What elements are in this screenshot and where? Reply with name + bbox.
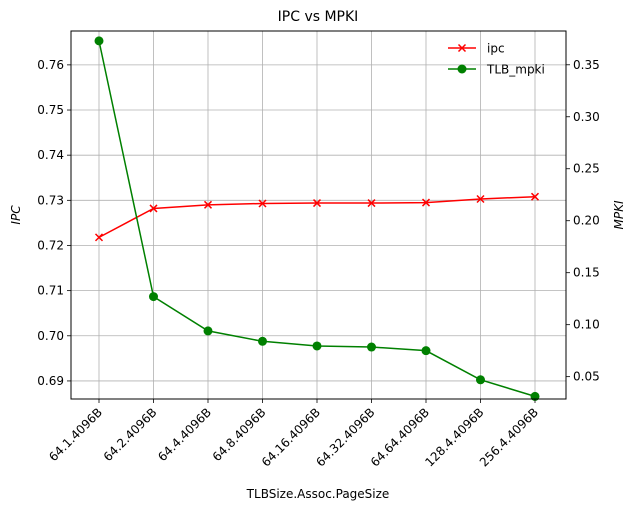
data-point-ipc (421, 198, 431, 207)
y-left-tick-label: 0.73 (37, 193, 64, 207)
y-axis-left: 0.69 0.70 0.71 0.72 0.73 0.74 0.75 0.76 (37, 58, 71, 388)
grid-lines (71, 31, 566, 399)
data-point-tlb-mpki (149, 292, 158, 302)
x-axis: 64.1.4096B64.2.4096B64.4.4096B64.8.4096B… (46, 399, 541, 470)
y-left-tick-label: 0.69 (37, 374, 64, 388)
y-left-tick-label: 0.75 (37, 103, 64, 117)
x-axis-label: TLBSize.Assoc.PageSize (246, 487, 390, 501)
x-tick-label: 64.1.4096B (46, 405, 105, 464)
legend-marker-ipc (457, 43, 467, 53)
data-point-ipc (367, 199, 376, 208)
y-left-tick-label: 0.71 (37, 284, 64, 298)
plot-frame (70, 30, 567, 400)
y-right-tick-label: 0.05 (573, 370, 600, 384)
data-point-ipc (258, 199, 267, 208)
y-axis-left-label: IPC (9, 205, 23, 225)
y-right-tick-label: 0.15 (573, 266, 600, 280)
data-point-ipc (312, 199, 322, 208)
legend-marker-tlb-mpki (457, 64, 467, 74)
data-point-tlb-mpki (258, 336, 267, 346)
x-tick-label: 64.8.4096B (210, 405, 269, 464)
y-right-tick-label: 0.10 (573, 318, 600, 332)
x-tick-label: 64.2.4096B (101, 405, 160, 464)
y-left-tick-label: 0.72 (37, 238, 64, 252)
legend-label-tlb-mpki: TLB_mpki (486, 63, 545, 77)
y-axis-right-label: MPKI (612, 200, 626, 229)
data-point-ipc (94, 233, 104, 242)
data-point-tlb-mpki (476, 375, 485, 385)
data-point-ipc (203, 200, 213, 209)
y-left-tick-label: 0.76 (37, 58, 64, 72)
data-point-tlb-mpki (94, 36, 104, 46)
y-right-tick-label: 0.20 (573, 214, 600, 228)
data-point-ipc (476, 194, 485, 204)
data-point-ipc (149, 204, 158, 213)
data-point-tlb-mpki (421, 346, 431, 356)
y-right-tick-label: 0.25 (573, 162, 600, 176)
y-right-tick-label: 0.35 (573, 58, 600, 72)
data-point-ipc (530, 192, 540, 201)
y-left-tick-label: 0.70 (37, 329, 64, 343)
series-layer (94, 36, 540, 401)
data-point-tlb-mpki (203, 326, 213, 336)
y-left-tick-label: 0.74 (37, 148, 64, 162)
data-point-tlb-mpki (367, 342, 376, 352)
x-tick-label: 64.4.4096B (155, 405, 214, 464)
y-right-tick-label: 0.30 (573, 110, 600, 124)
chart-title: IPC vs MPKI (278, 9, 359, 25)
legend-label-ipc: ipc (487, 42, 505, 56)
data-point-tlb-mpki (312, 341, 322, 351)
legend: ipc TLB_mpki (448, 42, 545, 77)
y-axis-right: 0.05 0.10 0.15 0.20 0.25 0.30 0.35 (566, 58, 600, 384)
x-tick-label: 256.4.4096B (477, 405, 541, 469)
